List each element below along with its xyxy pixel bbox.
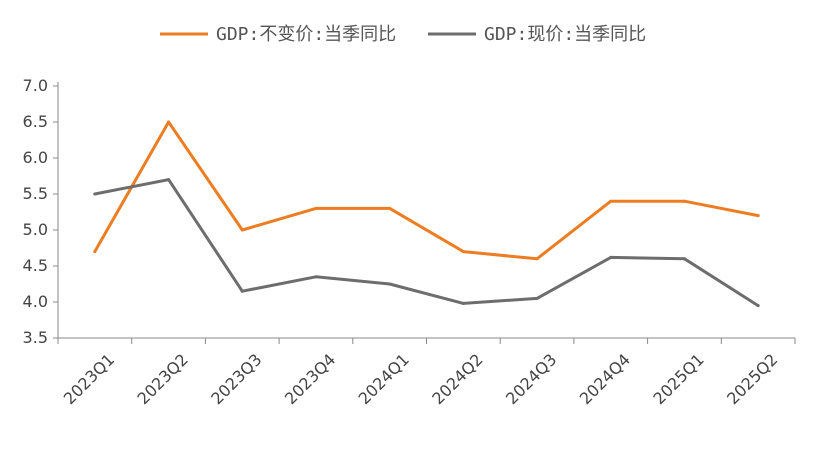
x-tick-label: 2024Q3 (502, 350, 560, 408)
legend-item: GDP:现价:当季同比 (428, 24, 646, 45)
legend-label: GDP:现价:当季同比 (484, 24, 646, 45)
x-tick-label: 2023Q2 (134, 350, 192, 408)
data-point (240, 228, 244, 232)
data-point (461, 250, 465, 254)
data-point (535, 296, 539, 300)
axes: 7.0 6.5 6.0 5.5 5.0 4.5 4.0 3.5 2023Q1 2023Q2 2023… (23, 76, 796, 408)
data-point (609, 255, 613, 259)
x-tick-label: 2024Q2 (428, 350, 486, 408)
x-tick-label: 2023Q4 (281, 350, 339, 408)
data-point (314, 206, 318, 210)
series-layer (93, 120, 760, 308)
legend: GDP:不变价:当季同比 GDP:现价:当季同比 (160, 24, 646, 45)
x-tick-label: 2025Q2 (723, 350, 781, 408)
y-tick-label: 6.5 (23, 112, 48, 131)
y-tick-label: 4.5 (23, 256, 48, 275)
data-point (240, 289, 244, 293)
series-line-1 (93, 120, 760, 261)
y-tick-label: 3.5 (23, 328, 48, 347)
data-point (93, 250, 97, 254)
y-tick-label: 4.0 (23, 292, 48, 311)
x-tick-label: 2024Q4 (576, 350, 634, 408)
data-point (388, 282, 392, 286)
data-point (535, 257, 539, 261)
legend-label: GDP:不变价:当季同比 (216, 24, 396, 45)
data-point (314, 275, 318, 279)
y-tick-label: 5.5 (23, 184, 48, 203)
legend-item: GDP:不变价:当季同比 (160, 24, 396, 45)
data-point (682, 257, 686, 261)
data-point (388, 206, 392, 210)
data-point (682, 199, 686, 203)
data-point (756, 214, 760, 218)
data-point (756, 304, 760, 308)
y-tick-label: 7.0 (23, 76, 48, 95)
data-point (461, 301, 465, 305)
data-point (167, 178, 171, 182)
data-point (609, 199, 613, 203)
series-line-2 (93, 178, 760, 308)
x-tick-label: 2023Q3 (207, 350, 265, 408)
x-tick-label: 2023Q1 (60, 350, 118, 408)
data-point (93, 192, 97, 196)
x-tick-label: 2024Q1 (355, 350, 413, 408)
x-tick-label: 2025Q1 (649, 350, 707, 408)
data-point (167, 120, 171, 124)
y-tick-label: 5.0 (23, 220, 48, 239)
y-tick-label: 6.0 (23, 148, 48, 167)
